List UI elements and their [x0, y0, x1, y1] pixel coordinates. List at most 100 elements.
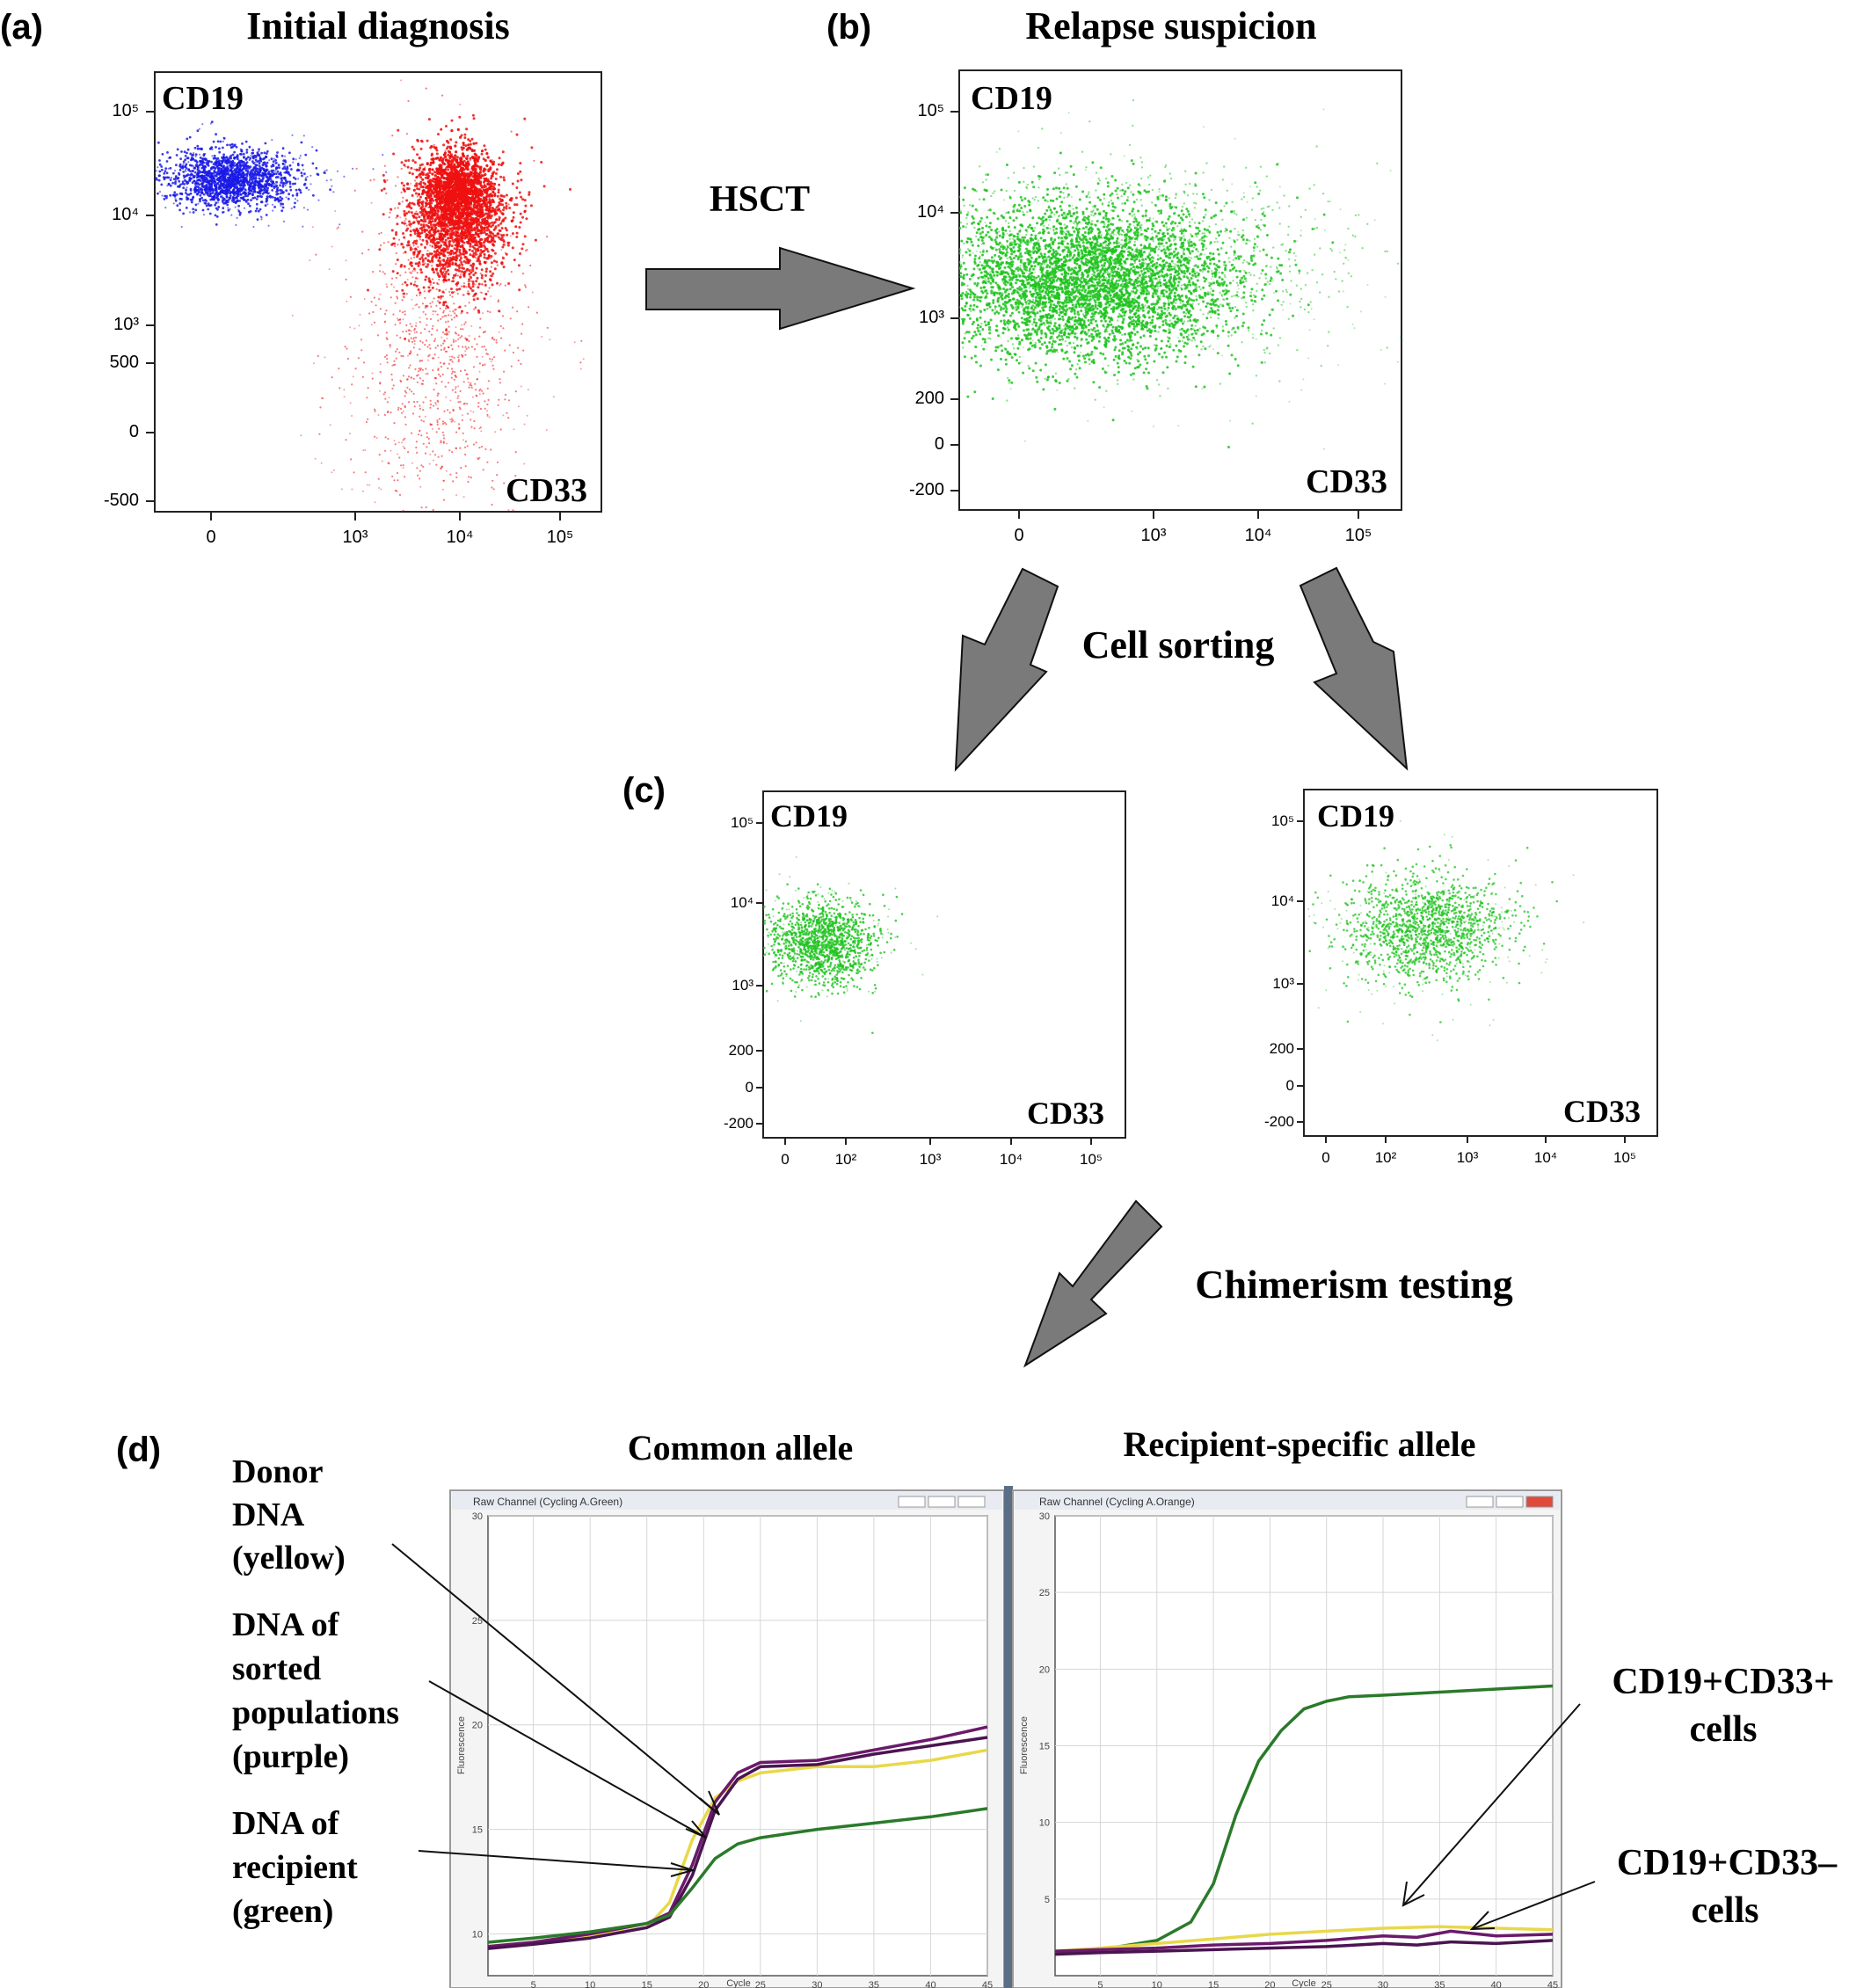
panel-c-right-x-tick: 10³ — [1457, 1149, 1479, 1166]
series-line-1 — [488, 1725, 987, 1948]
pos-annotation-line: CD19+CD33+ — [1612, 1662, 1834, 1702]
sorted-annotation-line: populations — [232, 1694, 399, 1731]
qpcr-right-ticks: 5 10 15 20 25 30 35 40 45 30 25 20 15 10 5 — [1039, 1511, 1558, 1988]
series-line-3 — [1055, 1939, 1553, 1956]
panel-a-y-tick: 10⁵ — [112, 101, 139, 120]
qpcr-left-window-title: Raw Channel (Cycling A.Green) — [473, 1496, 622, 1508]
panel-a-x-tick: 10³ — [343, 528, 368, 547]
panel-c-left-y-tick: 10⁴ — [731, 894, 753, 911]
x-tick-label: 5 — [531, 1980, 536, 1988]
chimerism-arrow: Chimerism testing — [1023, 1199, 1513, 1368]
x-tick-label: 15 — [642, 1980, 652, 1988]
panel-c-left-x-tick: 10² — [835, 1151, 857, 1168]
qpcr-right-y-axis-name: Fluorescence — [1019, 1716, 1030, 1774]
panel-a-plot-frame — [154, 71, 602, 513]
qpcr-right-window-title: Raw Channel (Cycling A.Orange) — [1039, 1496, 1195, 1508]
y-tick-label: 10 — [1039, 1818, 1050, 1829]
panel-b-y-tick: 200 — [915, 389, 944, 408]
panel-b-y-tick: -200 — [909, 480, 944, 499]
sorting-arrow-right — [1299, 566, 1409, 771]
x-tick-label: 10 — [585, 1980, 595, 1988]
qpcr-window-right: Raw Channel (Cycling A.Orange) 5 10 15 20 25… — [1004, 1486, 1562, 1988]
panel-b-title: Relapse suspicion — [1025, 4, 1316, 47]
panel-b-letter: (b) — [826, 8, 871, 47]
panel-c-right-y-tick: 200 — [1270, 1040, 1294, 1057]
panel-c-right-x-label: CD33 — [1563, 1094, 1641, 1129]
y-tick-label: 20 — [1039, 1664, 1050, 1675]
hsct-arrow: HSCT — [645, 179, 916, 331]
y-tick-label: 30 — [1039, 1511, 1050, 1522]
sorted-annotation-line: DNA of — [232, 1606, 340, 1643]
y-tick-label: 25 — [1039, 1588, 1050, 1598]
neg-annotation-line: CD19+CD33– — [1617, 1843, 1838, 1883]
x-tick-label: 40 — [1491, 1980, 1502, 1988]
panel-c-left-y-tick: -200 — [724, 1115, 753, 1132]
panel-c-right-frame — [1303, 789, 1658, 1137]
neg-annotation-line: cells — [1692, 1890, 1759, 1931]
panel-c-left-y-tick: 0 — [746, 1079, 753, 1096]
panel-b-y-tick: 10³ — [919, 308, 944, 327]
qpcr-right-x-axis-name: Cycle — [1292, 1978, 1316, 1988]
panel-b-y-tick: 10⁵ — [917, 101, 944, 120]
x-tick-label: 45 — [982, 1980, 993, 1988]
panel-a-y-tick: 10³ — [113, 315, 139, 334]
panel-d-right-annotations: CD19+CD33+ cells CD19+CD33– cells — [1612, 1662, 1838, 1931]
panel-c-right-x-tick: 10⁴ — [1534, 1149, 1557, 1166]
panel-b-x-tick: 0 — [1014, 526, 1023, 545]
x-tick-label: 20 — [1264, 1980, 1275, 1988]
panel-c-letter: (c) — [622, 771, 666, 810]
panel-b-x-tick: 10³ — [1141, 526, 1167, 545]
hsct-arrow-shape — [645, 246, 916, 331]
panel-d-right-title: Recipient-specific allele — [1124, 1424, 1476, 1464]
x-tick-label: 30 — [812, 1980, 822, 1988]
qpcr-left-y-axis-name: Fluorescence — [456, 1716, 467, 1774]
panel-c-left-x-tick: 10⁵ — [1080, 1151, 1103, 1168]
panel-c-left-dots — [763, 856, 939, 1035]
qpcr-right-lines — [1055, 1684, 1553, 1956]
qpcr-window-left: Raw Channel (Cycling A.Green) 5 10 15 20 25 3… — [449, 1489, 1005, 1988]
series-line-3 — [488, 1807, 987, 1944]
panel-d: (d) Common allele Recipient-specific all… — [116, 1424, 1838, 1988]
chimerism-arrow-shape — [1023, 1199, 1163, 1368]
panel-b-plot-frame — [958, 69, 1402, 511]
qpcr-left-plot-area — [487, 1515, 988, 1977]
panel-c-left-x-tick: 0 — [781, 1151, 789, 1168]
panel-a-title: Initial diagnosis — [246, 4, 510, 47]
y-tick-label: 25 — [472, 1616, 483, 1627]
x-tick-label: 35 — [869, 1980, 879, 1988]
panel-c-right-dots — [1307, 819, 1585, 1042]
x-tick-label: 25 — [755, 1980, 766, 1988]
x-tick-label: 40 — [925, 1980, 936, 1988]
panel-b-y-tick: 10⁴ — [917, 202, 944, 222]
panel-c-right-y-tick: 10⁵ — [1271, 812, 1294, 829]
recipient-annotation-line: recipient — [232, 1849, 358, 1886]
panel-a-dots — [155, 79, 585, 512]
panel-b-x-tick: 10⁴ — [1245, 526, 1272, 545]
donor-annotation-line: DNA — [232, 1496, 305, 1533]
panel-c-right-x-tick: 10² — [1375, 1149, 1397, 1166]
panel-d-letter: (d) — [116, 1431, 161, 1469]
panel-d-left-title: Common allele — [628, 1428, 854, 1467]
panel-b-x-tick: 10⁵ — [1345, 526, 1372, 545]
panel-b: (b) Relapse suspicion CD19 CD33 10⁵ 10⁴ … — [826, 4, 1402, 545]
y-tick-label: 10 — [472, 1929, 483, 1940]
panel-a-x-tick: 10⁵ — [547, 528, 574, 547]
panel-a-x-label: CD33 — [506, 472, 587, 509]
panel-c-right-y-tick: 10³ — [1272, 975, 1294, 992]
x-tick-label: 5 — [1097, 1980, 1103, 1988]
x-tick-label: 25 — [1321, 1980, 1332, 1988]
series-line-2 — [1055, 1929, 1553, 1953]
chimerism-label: Chimerism testing — [1195, 1262, 1513, 1307]
y-tick-label: 5 — [1045, 1895, 1050, 1905]
panel-a-y-tick: 0 — [129, 422, 139, 441]
y-tick-label: 15 — [1039, 1742, 1050, 1752]
panel-d-right-pointers — [1401, 1703, 1596, 1931]
panel-c-left-y-tick: 200 — [729, 1042, 753, 1059]
x-tick-label: 45 — [1547, 1980, 1558, 1988]
donor-annotation-line: Donor — [232, 1453, 324, 1490]
x-tick-label: 20 — [698, 1980, 709, 1988]
panel-a-y-tick: -500 — [104, 491, 139, 510]
panel-c-right-y-tick: 0 — [1286, 1077, 1294, 1094]
pos-annotation-line: cells — [1690, 1709, 1758, 1750]
